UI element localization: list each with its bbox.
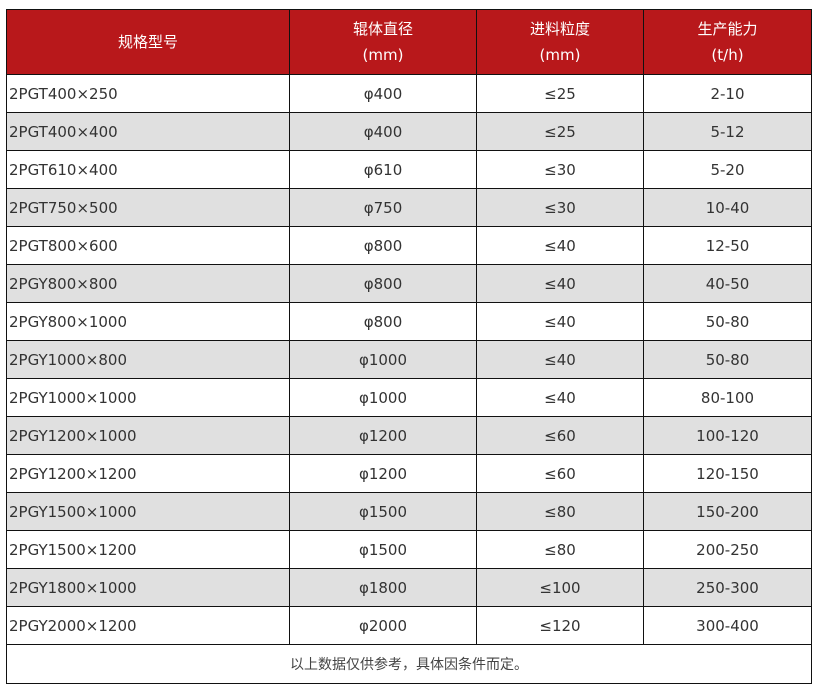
cell-feed-size: ≤30	[476, 150, 644, 189]
table-row: 2PGT750×500 φ750 ≤30 10-40	[6, 188, 812, 227]
cell-capacity: 10-40	[643, 188, 812, 227]
table-header-row: 规格型号 辊体直径 (mm) 进料粒度 (mm) 生产能力 (t/h)	[6, 9, 812, 75]
cell-feed-size: ≤100	[476, 568, 644, 607]
table-row: 2PGY1500×1000 φ1500 ≤80 150-200	[6, 492, 812, 531]
cell-roller-diameter: φ800	[289, 302, 477, 341]
table-row: 2PGT400×250 φ400 ≤25 2-10	[6, 74, 812, 113]
table-row: 2PGY800×800 φ800 ≤40 40-50	[6, 264, 812, 303]
cell-roller-diameter: φ2000	[289, 606, 477, 645]
cell-capacity: 50-80	[643, 302, 812, 341]
cell-feed-size: ≤60	[476, 416, 644, 455]
table-row: 2PGY1500×1200 φ1500 ≤80 200-250	[6, 530, 812, 569]
cell-model: 2PGY1500×1000	[6, 492, 290, 531]
spec-table: 规格型号 辊体直径 (mm) 进料粒度 (mm) 生产能力 (t/h) 2PGT400…	[6, 9, 812, 684]
cell-model: 2PGT610×400	[6, 150, 290, 189]
cell-roller-diameter: φ800	[289, 226, 477, 265]
cell-capacity: 300-400	[643, 606, 812, 645]
cell-model: 2PGY800×1000	[6, 302, 290, 341]
cell-feed-size: ≤40	[476, 226, 644, 265]
cell-feed-size: ≤120	[476, 606, 644, 645]
cell-capacity: 12-50	[643, 226, 812, 265]
cell-model: 2PGT400×250	[6, 74, 290, 113]
table-row: 2PGY1800×1000 φ1800 ≤100 250-300	[6, 568, 812, 607]
header-label: 生产能力	[697, 20, 758, 38]
header-label: 规格型号	[117, 33, 178, 51]
footer-note: 以上数据仅供参考，具体因条件而定。	[6, 644, 812, 684]
cell-model: 2PGT750×500	[6, 188, 290, 227]
cell-capacity: 80-100	[643, 378, 812, 417]
cell-feed-size: ≤25	[476, 112, 644, 151]
cell-capacity: 200-250	[643, 530, 812, 569]
header-capacity: 生产能力 (t/h)	[643, 9, 812, 75]
cell-capacity: 250-300	[643, 568, 812, 607]
header-label: 进料粒度	[529, 20, 590, 38]
cell-roller-diameter: φ800	[289, 264, 477, 303]
cell-feed-size: ≤80	[476, 492, 644, 531]
cell-model: 2PGY1800×1000	[6, 568, 290, 607]
cell-capacity: 2-10	[643, 74, 812, 113]
table-row: 2PGY800×1000 φ800 ≤40 50-80	[6, 302, 812, 341]
cell-roller-diameter: φ1500	[289, 492, 477, 531]
table-row: 2PGY1200×1200 φ1200 ≤60 120-150	[6, 454, 812, 493]
table-row: 2PGY2000×1200 φ2000 ≤120 300-400	[6, 606, 812, 645]
cell-feed-size: ≤40	[476, 378, 644, 417]
cell-feed-size: ≤40	[476, 264, 644, 303]
cell-roller-diameter: φ1800	[289, 568, 477, 607]
table-row: 2PGY1200×1000 φ1200 ≤60 100-120	[6, 416, 812, 455]
cell-feed-size: ≤40	[476, 340, 644, 379]
cell-capacity: 100-120	[643, 416, 812, 455]
cell-roller-diameter: φ400	[289, 74, 477, 113]
cell-model: 2PGY1200×1200	[6, 454, 290, 493]
table-row: 2PGT610×400 φ610 ≤30 5-20	[6, 150, 812, 189]
cell-roller-diameter: φ400	[289, 112, 477, 151]
cell-feed-size: ≤30	[476, 188, 644, 227]
header-unit: (mm)	[539, 46, 581, 64]
cell-capacity: 40-50	[643, 264, 812, 303]
header-feed-size: 进料粒度 (mm)	[476, 9, 644, 75]
header-unit: (mm)	[362, 46, 404, 64]
footer-row: 以上数据仅供参考，具体因条件而定。	[6, 644, 812, 684]
cell-roller-diameter: φ1200	[289, 416, 477, 455]
cell-roller-diameter: φ1000	[289, 340, 477, 379]
cell-model: 2PGY1500×1200	[6, 530, 290, 569]
cell-capacity: 150-200	[643, 492, 812, 531]
cell-model: 2PGT400×400	[6, 112, 290, 151]
cell-model: 2PGT800×600	[6, 226, 290, 265]
header-unit: (t/h)	[711, 46, 744, 64]
cell-roller-diameter: φ610	[289, 150, 477, 189]
table-row: 2PGY1000×1000 φ1000 ≤40 80-100	[6, 378, 812, 417]
cell-feed-size: ≤80	[476, 530, 644, 569]
cell-roller-diameter: φ1200	[289, 454, 477, 493]
header-model: 规格型号	[6, 9, 290, 75]
header-roller-diameter: 辊体直径 (mm)	[289, 9, 477, 75]
table-row: 2PGY1000×800 φ1000 ≤40 50-80	[6, 340, 812, 379]
cell-roller-diameter: φ1000	[289, 378, 477, 417]
table-row: 2PGT800×600 φ800 ≤40 12-50	[6, 226, 812, 265]
table-row: 2PGT400×400 φ400 ≤25 5-12	[6, 112, 812, 151]
header-label: 辊体直径	[352, 20, 413, 38]
cell-model: 2PGY2000×1200	[6, 606, 290, 645]
cell-model: 2PGY800×800	[6, 264, 290, 303]
cell-model: 2PGY1000×1000	[6, 378, 290, 417]
cell-roller-diameter: φ1500	[289, 530, 477, 569]
cell-capacity: 5-12	[643, 112, 812, 151]
cell-feed-size: ≤40	[476, 302, 644, 341]
cell-capacity: 50-80	[643, 340, 812, 379]
cell-feed-size: ≤60	[476, 454, 644, 493]
cell-feed-size: ≤25	[476, 74, 644, 113]
cell-roller-diameter: φ750	[289, 188, 477, 227]
cell-capacity: 120-150	[643, 454, 812, 493]
cell-capacity: 5-20	[643, 150, 812, 189]
cell-model: 2PGY1200×1000	[6, 416, 290, 455]
cell-model: 2PGY1000×800	[6, 340, 290, 379]
